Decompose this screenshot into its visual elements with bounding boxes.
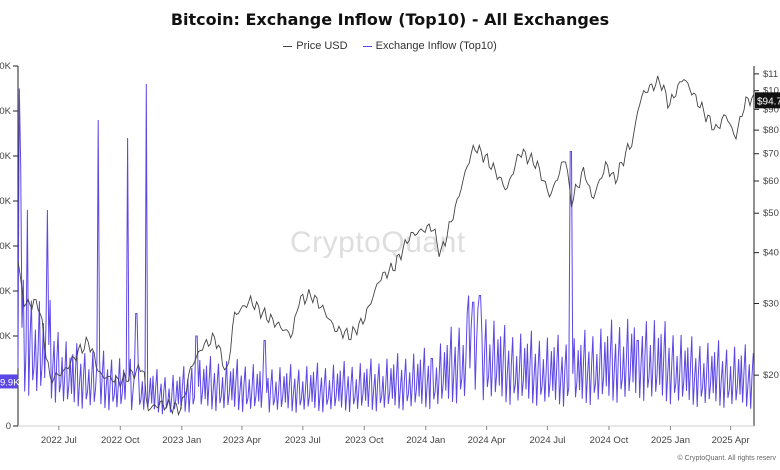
chart-title: Bitcoin: Exchange Inflow (Top10) - All E…: [170, 10, 610, 29]
right-tick-label: $10: [763, 86, 779, 97]
inflow-swatch: [362, 45, 372, 47]
series-line-exchange-inflow: [17, 83, 754, 415]
right-tick-label: $20: [763, 370, 779, 381]
right-tick-label: $30: [763, 298, 779, 309]
right-tick-label: $11: [763, 69, 778, 80]
legend-item-price[interactable]: Price USD: [283, 40, 348, 52]
x-tick-label: 2022 Jul: [41, 435, 77, 446]
chart-legend: Price USD Exchange Inflow (Top10): [0, 40, 780, 52]
right-tick-label: $70: [763, 149, 779, 160]
right-tick-label: $80: [763, 125, 779, 136]
left-tick-label: 0K: [0, 286, 12, 297]
inflow-value-badge: [0, 374, 18, 389]
legend-label-inflow: Exchange Inflow (Top10): [375, 40, 497, 52]
watermark-logo: CryptoQuant: [290, 226, 466, 259]
x-tick-label: 2024 Jul: [529, 435, 565, 446]
inflow-value-label: 9.9K: [0, 377, 20, 388]
legend-label-price: Price USD: [296, 40, 348, 52]
right-tick-label: $50: [763, 208, 779, 219]
left-tick-label: 0K: [0, 331, 12, 342]
x-tick-label: 2024 Apr: [468, 435, 506, 446]
left-tick-label: 0: [6, 421, 11, 432]
x-tick-label: 2024 Oct: [590, 435, 629, 446]
price-value-label: $94.7: [757, 96, 780, 107]
x-tick-label: 2024 Jan: [406, 435, 445, 446]
left-tick-label: 0K: [0, 106, 12, 117]
x-tick-label: 2023 Oct: [345, 435, 384, 446]
right-tick-label: $60: [763, 176, 779, 187]
price-value-badge: [755, 92, 780, 109]
x-tick-label: 2025 Apr: [712, 435, 750, 446]
price-swatch: [283, 45, 293, 47]
left-tick-label: 0K: [0, 196, 12, 207]
left-tick-label: 0K: [0, 151, 12, 162]
series-line-price: [17, 75, 755, 417]
legend-item-inflow[interactable]: Exchange Inflow (Top10): [362, 40, 497, 52]
right-tick-label: $40: [763, 248, 779, 259]
x-tick-label: 2023 Jul: [285, 435, 321, 446]
right-tick-label: $90: [763, 104, 779, 115]
x-tick-label: 2022 Oct: [101, 435, 140, 446]
copyright-text: © CryptoQuant. All rights reserv: [677, 455, 776, 462]
left-tick-label: 0K: [0, 61, 12, 72]
left-tick-label: 0K: [0, 241, 12, 252]
x-tick-label: 2023 Jan: [162, 435, 201, 446]
x-tick-label: 2025 Jan: [651, 435, 690, 446]
x-tick-label: 2023 Apr: [223, 435, 261, 446]
